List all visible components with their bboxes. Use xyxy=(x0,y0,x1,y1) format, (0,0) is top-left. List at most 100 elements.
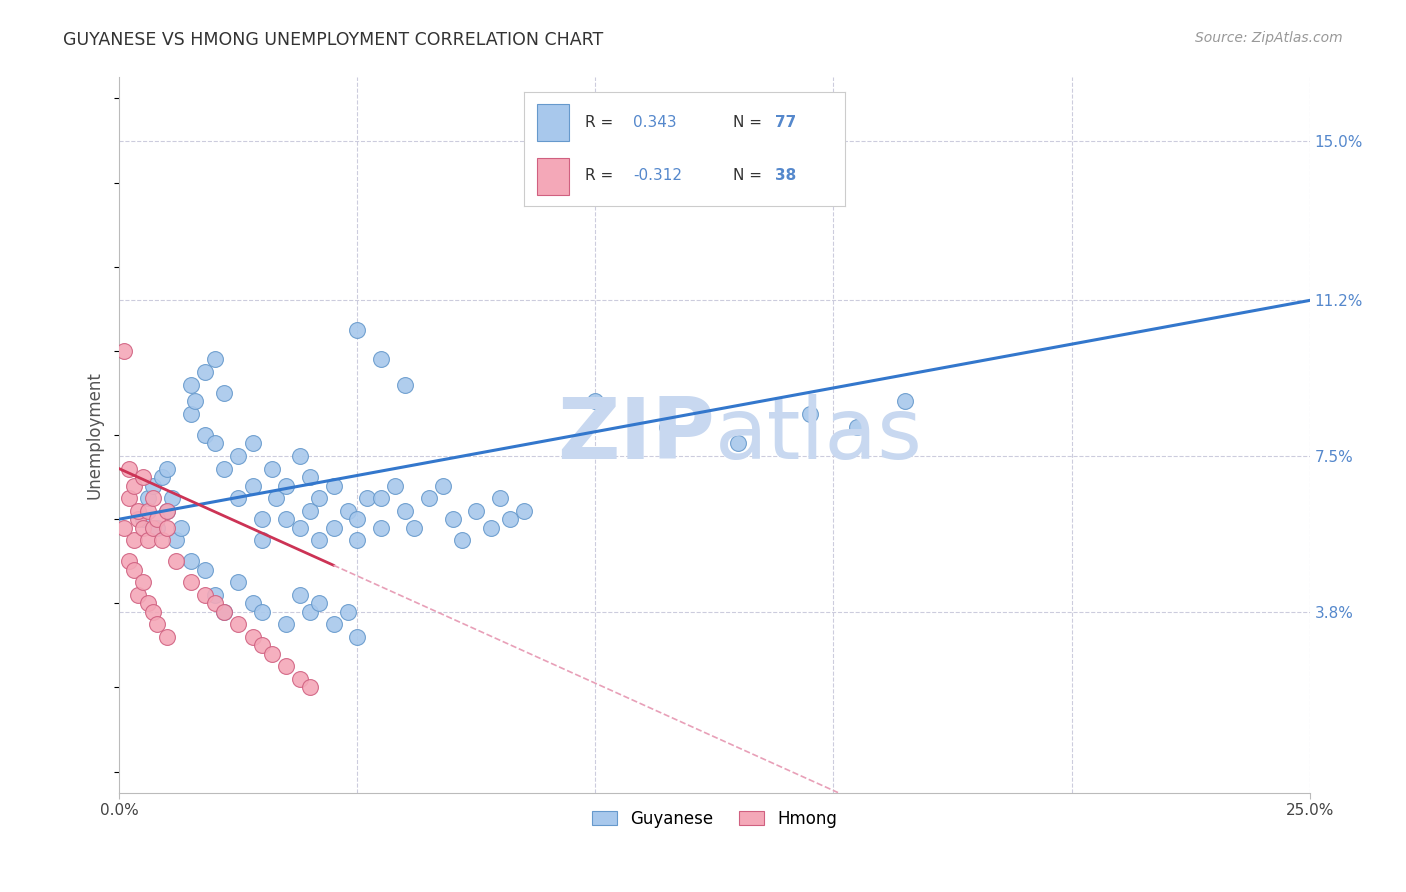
Point xyxy=(451,533,474,548)
Text: Source: ZipAtlas.com: Source: ZipAtlas.com xyxy=(1195,31,1343,45)
Point xyxy=(142,520,165,534)
Point xyxy=(465,504,488,518)
Point xyxy=(499,512,522,526)
Point xyxy=(346,533,368,548)
Point xyxy=(142,605,165,619)
Point xyxy=(298,504,321,518)
Point xyxy=(184,394,207,409)
Point xyxy=(290,520,312,534)
Point xyxy=(356,491,378,505)
Point xyxy=(894,394,917,409)
Point xyxy=(156,630,179,644)
Point xyxy=(132,520,155,534)
Point xyxy=(404,520,426,534)
Point xyxy=(146,512,169,526)
Point xyxy=(180,407,202,421)
Point xyxy=(112,343,135,358)
Point xyxy=(370,491,392,505)
Point xyxy=(266,491,288,505)
Point xyxy=(226,449,249,463)
Text: ZIP: ZIP xyxy=(557,393,714,476)
Point xyxy=(242,596,264,610)
Point xyxy=(308,491,330,505)
Point xyxy=(298,681,321,695)
Text: GUYANESE VS HMONG UNEMPLOYMENT CORRELATION CHART: GUYANESE VS HMONG UNEMPLOYMENT CORRELATI… xyxy=(63,31,603,49)
Point xyxy=(846,419,869,434)
Point xyxy=(226,617,249,632)
Point xyxy=(274,617,297,632)
Point xyxy=(290,672,312,686)
Point xyxy=(150,533,173,548)
Point xyxy=(122,478,145,492)
Point xyxy=(441,512,464,526)
Point xyxy=(370,352,392,367)
Point xyxy=(160,491,183,505)
Point xyxy=(156,461,179,475)
Point xyxy=(142,478,165,492)
Point xyxy=(336,605,359,619)
Point xyxy=(322,617,344,632)
Point xyxy=(260,461,283,475)
Point xyxy=(274,659,297,673)
Point xyxy=(118,491,141,505)
Point xyxy=(142,491,165,505)
Point xyxy=(156,504,179,518)
Point xyxy=(583,394,606,409)
Point xyxy=(132,512,155,526)
Point xyxy=(118,554,141,568)
Point xyxy=(274,512,297,526)
Point xyxy=(290,588,312,602)
Point xyxy=(180,554,202,568)
Point xyxy=(370,520,392,534)
Point xyxy=(346,512,368,526)
Point xyxy=(194,588,217,602)
Text: atlas: atlas xyxy=(714,393,922,476)
Point xyxy=(226,575,249,590)
Point xyxy=(432,478,454,492)
Y-axis label: Unemployment: Unemployment xyxy=(86,371,103,499)
Point xyxy=(180,575,202,590)
Point xyxy=(204,436,226,450)
Point xyxy=(212,605,235,619)
Point xyxy=(165,554,187,568)
Point xyxy=(122,533,145,548)
Point xyxy=(127,504,149,518)
Point xyxy=(274,478,297,492)
Point xyxy=(346,630,368,644)
Point xyxy=(194,563,217,577)
Point xyxy=(127,512,149,526)
Point xyxy=(250,605,273,619)
Point xyxy=(298,470,321,484)
Point xyxy=(204,352,226,367)
Point xyxy=(212,605,235,619)
Point xyxy=(136,491,159,505)
Point xyxy=(180,377,202,392)
Point xyxy=(127,588,149,602)
Point xyxy=(136,533,159,548)
Point xyxy=(727,436,749,450)
Point xyxy=(226,491,249,505)
Point xyxy=(479,520,502,534)
Point xyxy=(156,520,179,534)
Point xyxy=(250,639,273,653)
Point xyxy=(346,323,368,337)
Point xyxy=(136,504,159,518)
Point xyxy=(165,533,187,548)
Point xyxy=(242,630,264,644)
Point xyxy=(136,596,159,610)
Point xyxy=(112,520,135,534)
Point xyxy=(204,588,226,602)
Point xyxy=(212,386,235,401)
Point xyxy=(212,461,235,475)
Point xyxy=(655,419,678,434)
Point xyxy=(250,512,273,526)
Point xyxy=(336,504,359,518)
Point xyxy=(799,407,821,421)
Point xyxy=(122,563,145,577)
Point xyxy=(394,504,416,518)
Point xyxy=(489,491,512,505)
Point xyxy=(146,617,169,632)
Point xyxy=(322,478,344,492)
Point xyxy=(156,504,179,518)
Point xyxy=(170,520,193,534)
